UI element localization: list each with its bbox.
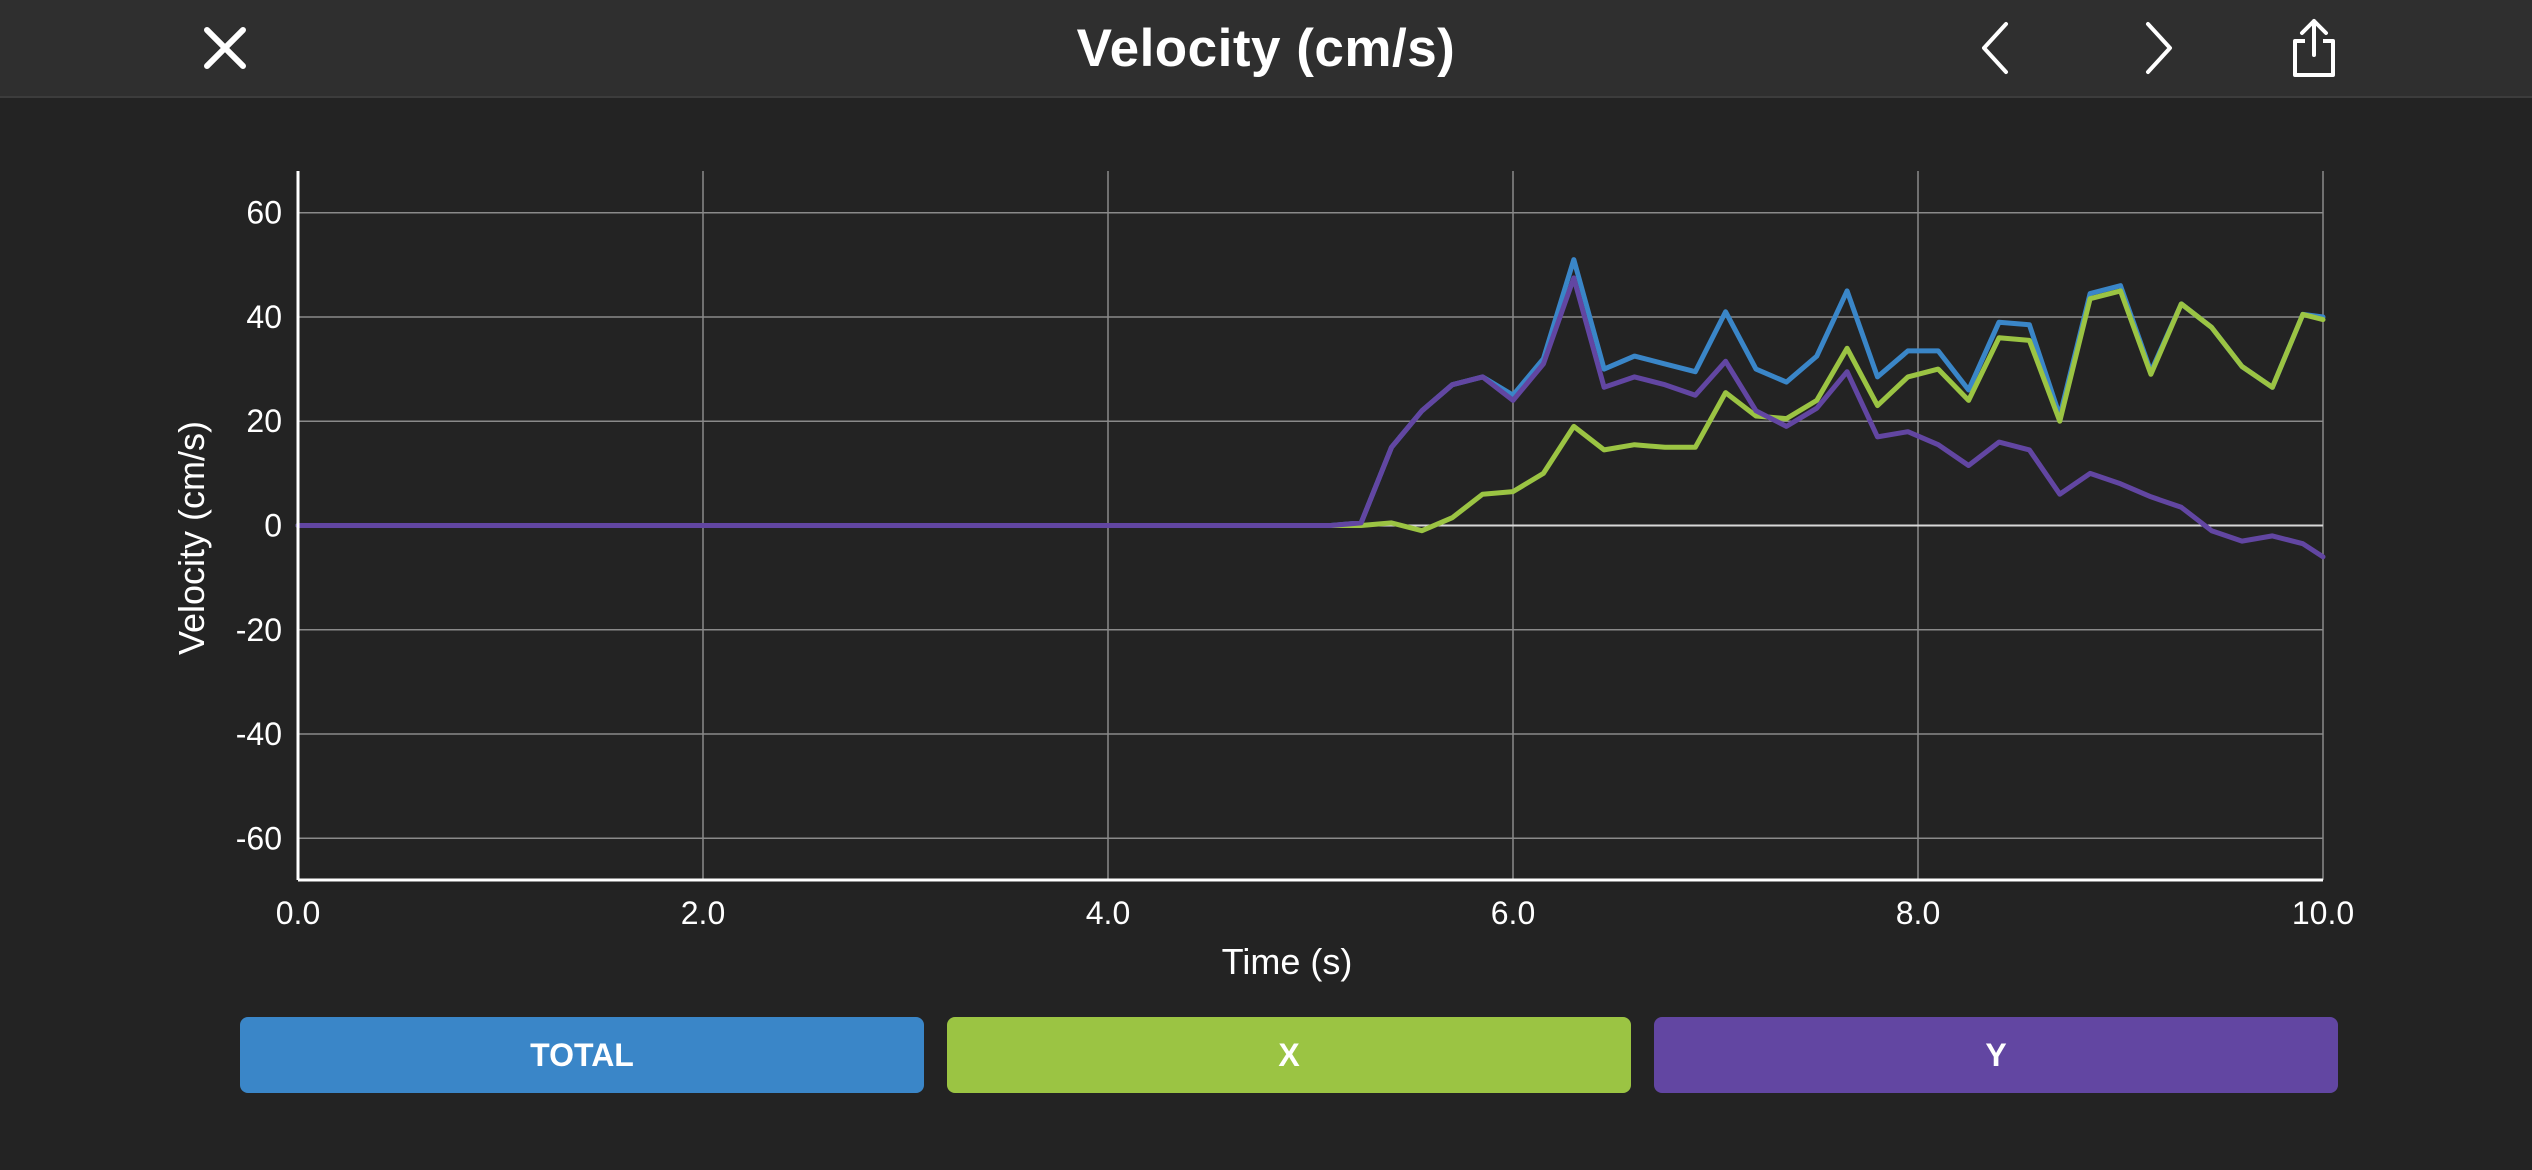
- y-tick-label: 20: [246, 403, 282, 439]
- y-tick-label: 40: [246, 299, 282, 335]
- x-tick-label: 10.0: [2292, 895, 2354, 931]
- next-button[interactable]: [2118, 8, 2198, 88]
- y-tick-label: 0: [264, 508, 282, 544]
- previous-button[interactable]: [1956, 8, 2036, 88]
- share-button[interactable]: [2274, 8, 2354, 88]
- legend-total-button[interactable]: TOTAL: [240, 1017, 924, 1093]
- y-tick-label: -20: [236, 612, 282, 648]
- chevron-left-icon: [1976, 18, 2016, 78]
- series-line-y: [295, 275, 2326, 560]
- x-tick-label: 6.0: [1491, 895, 1535, 931]
- chevron-right-icon: [2138, 18, 2178, 78]
- y-tick-label: -40: [236, 716, 282, 752]
- x-tick-label: 4.0: [1086, 895, 1130, 931]
- x-tick-label: 0.0: [276, 895, 320, 931]
- series-line-x: [295, 288, 2326, 534]
- y-axis-label: Velocity (cm/s): [171, 421, 212, 655]
- legend-x-button[interactable]: X: [947, 1017, 1631, 1093]
- legend-y-button[interactable]: Y: [1654, 1017, 2338, 1093]
- y-tick-label: -60: [236, 820, 282, 856]
- velocity-chart: 0.0 2.0 4.0 6.0 8.0 10.0 60 40 20 0 -20 -40 -60 Time…: [171, 171, 2354, 982]
- close-icon: [201, 24, 249, 72]
- x-tick-label: 8.0: [1896, 895, 1940, 931]
- x-tick-label: 2.0: [681, 895, 725, 931]
- series-line-total: [295, 257, 2326, 528]
- close-button[interactable]: [185, 8, 265, 88]
- y-tick-label: 60: [246, 195, 282, 231]
- x-axis-label: Time (s): [1222, 941, 1353, 982]
- share-icon: [2289, 17, 2339, 79]
